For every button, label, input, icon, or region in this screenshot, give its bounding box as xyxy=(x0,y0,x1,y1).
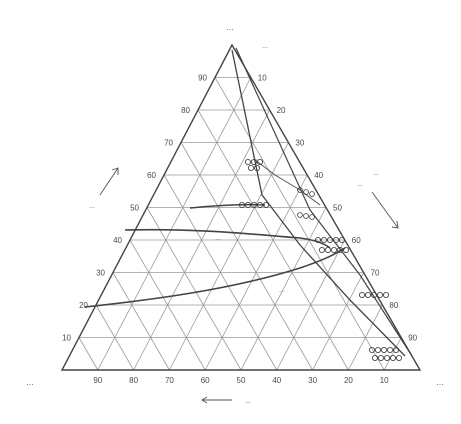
tick-label-bottom: 50 xyxy=(237,376,246,385)
cluster-3 xyxy=(314,236,349,253)
tick-label-bottom: 60 xyxy=(201,376,210,385)
grid-line-right-diagonal xyxy=(133,109,270,371)
tick-label-left: 70 xyxy=(164,139,173,148)
region-label-1: … xyxy=(215,236,221,242)
tick-label-right: 30 xyxy=(295,139,304,148)
arrow-bottom-head xyxy=(201,396,208,404)
tick-label-right: 70 xyxy=(371,269,380,278)
tick-label-bottom: 40 xyxy=(272,376,281,385)
tick-label-right: 50 xyxy=(333,204,342,213)
tick-label-right: 40 xyxy=(314,171,323,180)
tick-label-left: 40 xyxy=(113,236,122,245)
tick-label-left: 60 xyxy=(147,171,156,180)
triangle-outline xyxy=(60,43,422,371)
tick-label-left: 30 xyxy=(96,269,105,278)
cluster-6 xyxy=(297,187,315,197)
grid-line-left-diagonal xyxy=(78,337,99,371)
cluster-5 xyxy=(368,346,402,361)
arrows xyxy=(99,167,399,404)
boundary-curve-3 xyxy=(189,203,266,209)
grid-line-right-diagonal xyxy=(240,207,327,371)
boundary-line-4 xyxy=(231,49,406,357)
tick-label-bottom: 80 xyxy=(129,376,138,385)
cluster-1 xyxy=(244,158,263,171)
tick-label-bottom: 20 xyxy=(344,376,353,385)
tick-label-left: 50 xyxy=(130,204,139,213)
tick-label-right: 20 xyxy=(277,106,286,115)
boundary-line-6 xyxy=(254,159,321,206)
grid-line-right-diagonal xyxy=(169,142,289,371)
tick-label-bottom: 30 xyxy=(308,376,317,385)
apex-label: … xyxy=(226,23,234,32)
grid-line-left-diagonal xyxy=(146,207,242,371)
tick-label-left: 80 xyxy=(181,106,190,115)
phase-boundaries xyxy=(84,47,413,357)
arrow-left-side xyxy=(99,167,119,196)
region-label-3: … xyxy=(254,156,260,162)
boundary-curve-2 xyxy=(124,228,331,249)
data-point-clusters xyxy=(238,158,402,361)
tick-labels: 90 80 70 60 50 40 30 20 10 10 20 30 40 50 60 70 80 90 90 80… xyxy=(62,74,418,386)
tick-label-right: 10 xyxy=(258,74,267,83)
arrow-right-side xyxy=(371,191,399,229)
tick-label-right: 90 xyxy=(408,334,417,343)
ternary-grid xyxy=(78,77,402,371)
arrow-right-side-head xyxy=(391,220,399,229)
tick-label-bottom: 10 xyxy=(380,376,389,385)
grid-line-left-diagonal xyxy=(180,142,313,371)
cluster-7 xyxy=(297,212,315,220)
boundary-curve-1 xyxy=(84,247,346,308)
grid-line-left-diagonal xyxy=(214,77,385,371)
grid-line-right-diagonal xyxy=(97,77,252,371)
cluster-4 xyxy=(358,291,389,298)
right-side-label-2: … xyxy=(357,182,363,188)
tick-label-bottom: 90 xyxy=(93,376,102,385)
grid-line-left-diagonal xyxy=(112,272,170,371)
bottom-right-label: … xyxy=(436,378,444,387)
tick-label-left: 20 xyxy=(79,301,88,310)
cluster-2 xyxy=(238,201,269,208)
grid-line-left-diagonal xyxy=(197,109,349,371)
bottom-axis-label: … xyxy=(245,399,251,405)
bottom-left-label: … xyxy=(26,378,34,387)
tick-label-right: 60 xyxy=(352,236,361,245)
tick-label-right: 80 xyxy=(389,301,398,310)
region-label-2: … xyxy=(279,288,285,294)
tick-label-left: 10 xyxy=(62,334,71,343)
left-side-label: … xyxy=(89,204,95,210)
tick-label-bottom: 70 xyxy=(165,376,174,385)
arrow-left-side-head xyxy=(111,167,119,175)
apex-sub-label: … xyxy=(262,44,268,50)
tick-label-left: 90 xyxy=(198,74,207,83)
right-side-label: … xyxy=(373,171,379,177)
grid-line-right-diagonal xyxy=(383,337,402,371)
grid-line-right-diagonal xyxy=(312,272,364,371)
